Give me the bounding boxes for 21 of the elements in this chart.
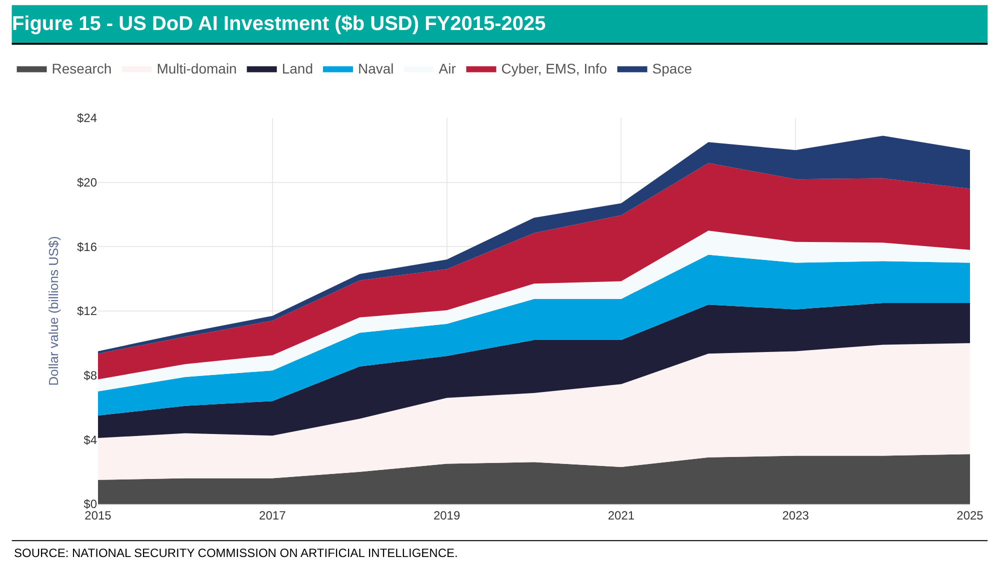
- legend-label: Land: [282, 60, 313, 77]
- legend-label: Research: [52, 60, 112, 77]
- legend-label: Cyber, EMS, Info: [501, 60, 608, 77]
- legend-label: Air: [438, 60, 456, 77]
- y-tick-label: $8: [84, 368, 98, 383]
- legend-label: Naval: [358, 60, 394, 77]
- x-tick-label: 2025: [956, 508, 984, 522]
- y-tick-label: $24: [76, 111, 98, 126]
- y-tick-label: $4: [84, 432, 98, 447]
- x-tick-label: 2017: [259, 508, 286, 522]
- y-tick-label: $20: [76, 176, 98, 190]
- x-tick-label: 2021: [608, 508, 635, 522]
- source-note: SOURCE: NATIONAL SECURITY COMMISSION ON ARTIFICIAL INTELLIGENCE.: [14, 546, 458, 560]
- legend-label: Space: [652, 60, 692, 77]
- y-tick-label: $12: [76, 304, 98, 318]
- legend-label: Multi-domain: [156, 60, 237, 77]
- chart-title: Figure 15 - US DoD AI Investment ($b USD) FY2015-2025: [12, 13, 546, 35]
- x-tick-label: 2019: [433, 508, 460, 522]
- x-tick-label: 2023: [782, 508, 810, 522]
- y-axis-title: Dollar value (billions US$): [46, 236, 61, 386]
- y-tick-label: $16: [76, 240, 98, 254]
